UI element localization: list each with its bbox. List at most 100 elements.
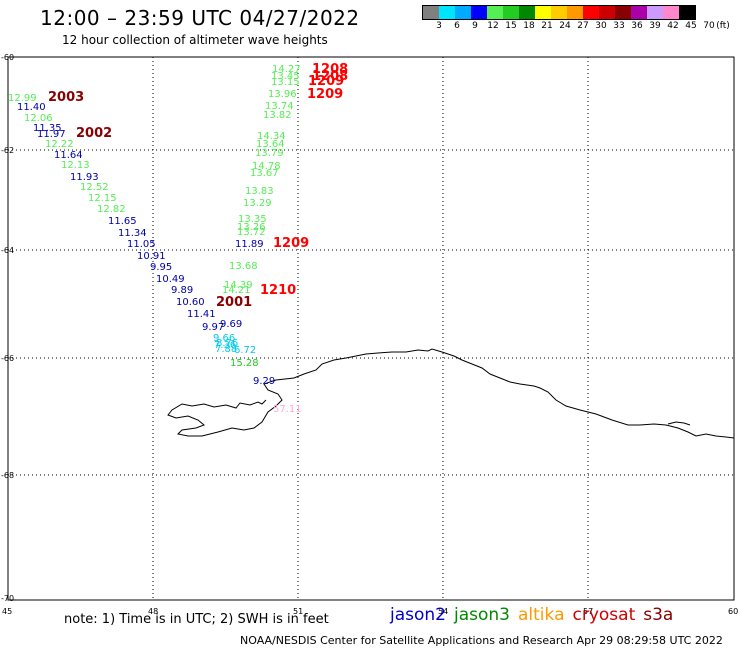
wave-height-label: 11.40 <box>17 102 46 113</box>
wave-height-label: 13.68 <box>229 261 258 272</box>
wave-height-label: 11.05 <box>127 239 156 250</box>
wave-height-label: 10.49 <box>156 274 185 285</box>
wave-height-label: 9.97 <box>202 322 224 333</box>
x-tick-label: 60 <box>728 607 738 616</box>
y-tick-label: -70 <box>1 594 14 603</box>
pass-time-label: 1210 <box>260 283 296 298</box>
x-tick-label: 45 <box>2 607 12 616</box>
footnote: note: 1) Time is in UTC; 2) SWH is in fe… <box>64 612 329 627</box>
wave-height-label: 14.27 <box>272 64 301 75</box>
legend-tick-label: 45 <box>685 21 697 31</box>
legend-swatch <box>471 6 487 19</box>
wave-height-label: 11.64 <box>54 150 83 161</box>
legend-tick-label: 24 <box>559 21 571 31</box>
wave-height-label: 13.74 <box>265 101 294 112</box>
satellite-legend-item: cryosat <box>572 605 636 625</box>
wave-height-label: 13.72 <box>237 227 266 238</box>
wave-height-label: 12.99 <box>8 93 37 104</box>
wave-height-label: 11.93 <box>70 172 99 183</box>
wave-height-label: 14.78 <box>252 161 281 172</box>
wave-height-label: 12.13 <box>61 160 90 171</box>
legend-swatch <box>423 6 439 19</box>
y-tick-label: -60 <box>1 53 14 62</box>
legend-tick-label: 39 <box>649 21 661 31</box>
pass-time-label: 1209 <box>307 87 343 102</box>
legend-tick-label: 18 <box>523 21 535 31</box>
legend-swatch <box>599 6 615 19</box>
pass-time-label: 2002 <box>76 126 112 141</box>
wave-height-label: 11.65 <box>108 216 137 227</box>
x-tick-label: 57 <box>583 607 593 616</box>
legend-swatch <box>503 6 519 19</box>
wave-height-label: 57.11 <box>273 404 302 415</box>
legend-swatch <box>455 6 471 19</box>
wave-height-label: 10.60 <box>176 297 205 308</box>
wave-height-label: 6.72 <box>234 345 256 356</box>
wave-height-label: 11.89 <box>235 239 264 250</box>
legend-tick-label: 30 <box>595 21 607 31</box>
pass-time-label: 1209 <box>273 236 309 251</box>
x-tick-label: 51 <box>293 607 303 616</box>
antarctic-coastline <box>167 348 735 439</box>
wave-height-label: 13.96 <box>268 89 297 100</box>
pass-time-label: 1208 <box>312 69 348 84</box>
wave-height-label: 13.15 <box>271 77 300 88</box>
satellite-legend-item: jason3 <box>454 605 510 625</box>
pass-time-label: 2003 <box>48 90 84 105</box>
legend-swatch <box>535 6 551 19</box>
wave-height-label: 13.79 <box>255 148 284 159</box>
axis-labels: 45 48 51 54 57 60 -60 -62 -64 -66 -68 -70 <box>1 53 738 616</box>
wave-height-label: 12.15 <box>88 193 117 204</box>
wave-height-label: 7.88 <box>215 344 237 355</box>
wave-height-label: 11.41 <box>187 309 216 320</box>
grid-lines <box>8 57 734 600</box>
wave-height-label: 13.35 <box>238 214 267 225</box>
legend-tick-label: 70 <box>703 21 715 31</box>
satellite-legend-item: altika <box>518 605 565 625</box>
legend-tick-label: 15 <box>505 21 517 31</box>
legend-tick-label: (ft) <box>716 21 730 31</box>
satellite-legend: jason2 jason3 altika cryosat s3a <box>390 605 681 625</box>
wave-height-label: 13.45 <box>271 71 300 82</box>
wave-height-label: 13.29 <box>243 198 272 209</box>
wave-height-label: 8.76 <box>216 338 238 349</box>
satellite-legend-item: jason2 <box>390 605 446 625</box>
x-tick-label: 48 <box>148 607 158 616</box>
page-subtitle: 12 hour collection of altimeter wave hei… <box>62 33 328 47</box>
legend-swatch <box>551 6 567 19</box>
legend-swatch <box>567 6 583 19</box>
wave-height-label: 9.89 <box>171 285 193 296</box>
page-title: 12:00 – 23:59 UTC 04/27/2022 <box>40 6 360 30</box>
wave-height-label: 11.35 <box>33 123 62 134</box>
map-frame <box>7 56 735 601</box>
coast-inlet-east <box>667 421 691 426</box>
color-scale-legend: 3 6 9 12 15 18 21 24 27 30 33 36 39 42 45 70 (ft) <box>422 5 730 34</box>
wave-height-label: 15.28 <box>230 358 259 369</box>
wave-height-label: 13.64 <box>256 139 285 150</box>
y-tick-label: -66 <box>1 354 14 363</box>
wave-height-label: 9.69 <box>220 319 242 330</box>
wave-height-label: 9.66 <box>213 333 235 344</box>
wave-height-label: 12.22 <box>45 139 74 150</box>
wave-height-label: 13.83 <box>245 186 274 197</box>
legend-swatch <box>663 6 679 19</box>
pass-time-label: 1208 <box>312 62 348 77</box>
wave-height-label: 10.91 <box>137 251 166 262</box>
legend-swatch <box>615 6 631 19</box>
wave-height-label: 13.26 <box>237 222 266 233</box>
legend-swatch <box>519 6 535 19</box>
wave-height-label: 13.82 <box>263 110 292 121</box>
legend-tick-label: 27 <box>577 21 589 31</box>
wave-height-label: 9.95 <box>150 262 172 273</box>
color-scale-ticks: 3 6 9 12 15 18 21 24 27 30 33 36 39 42 45 70 (ft) <box>422 20 730 34</box>
legend-swatch <box>487 6 503 19</box>
wave-height-observations: 12.9911.4012.0611.3511.9712.2211.6412.13… <box>8 64 302 415</box>
y-tick-label: -62 <box>1 146 14 155</box>
wave-height-label: 7.36 <box>214 340 236 351</box>
legend-swatch <box>647 6 663 19</box>
wave-height-label: 14.34 <box>257 131 286 142</box>
credit-line: NOAA/NESDIS Center for Satellite Applica… <box>240 634 723 647</box>
legend-swatch <box>583 6 599 19</box>
